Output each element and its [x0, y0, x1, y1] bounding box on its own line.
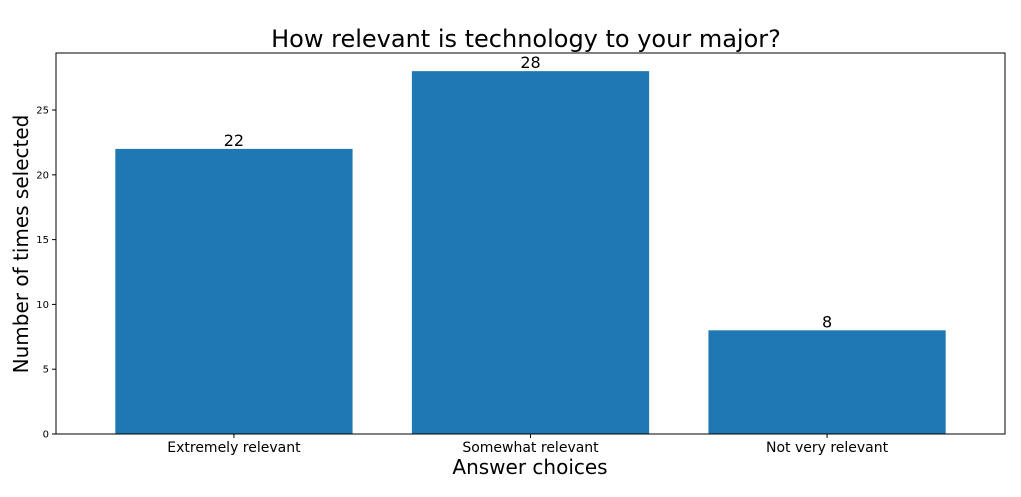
y-tick-label-1: 5: [43, 365, 49, 376]
y-axis: 0 5 10 15 20 25: [36, 106, 56, 441]
x-tick-label-2: Not very relevant: [766, 440, 889, 456]
data-label-1: 28: [520, 53, 540, 72]
bars-group: [115, 71, 946, 435]
x-axis: Extremely relevant Somewhat relevant Not v…: [167, 434, 889, 456]
x-tick-label-1: Somewhat relevant: [462, 440, 599, 456]
data-label-2: 8: [822, 312, 832, 331]
data-label-0: 22: [224, 131, 244, 150]
bar-0: [115, 148, 353, 435]
bar-1: [411, 71, 650, 435]
y-tick-label-3: 15: [36, 235, 49, 246]
y-tick-label-0: 0: [43, 430, 49, 441]
data-labels-group: 22 28 8: [224, 53, 832, 331]
y-tick-label-4: 20: [36, 170, 49, 181]
x-tick-label-0: Extremely relevant: [167, 440, 301, 456]
y-tick-label-2: 10: [36, 300, 49, 311]
bar-2: [708, 330, 946, 434]
chart-title: How relevant is technology to your major…: [271, 25, 781, 53]
y-axis-label: Number of times selected: [9, 115, 33, 374]
x-axis-label: Answer choices: [452, 455, 607, 479]
y-tick-label-5: 25: [36, 106, 49, 117]
